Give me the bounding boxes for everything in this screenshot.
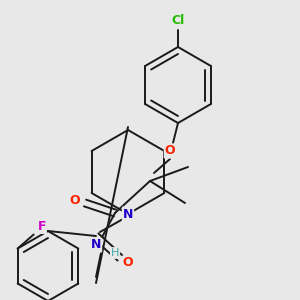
Text: N: N: [91, 238, 101, 251]
Text: F: F: [38, 220, 46, 233]
Text: H: H: [111, 248, 119, 258]
Text: O: O: [70, 194, 80, 208]
Text: N: N: [123, 208, 133, 220]
Text: O: O: [123, 256, 133, 269]
Text: O: O: [165, 145, 175, 158]
Text: Cl: Cl: [171, 14, 184, 26]
